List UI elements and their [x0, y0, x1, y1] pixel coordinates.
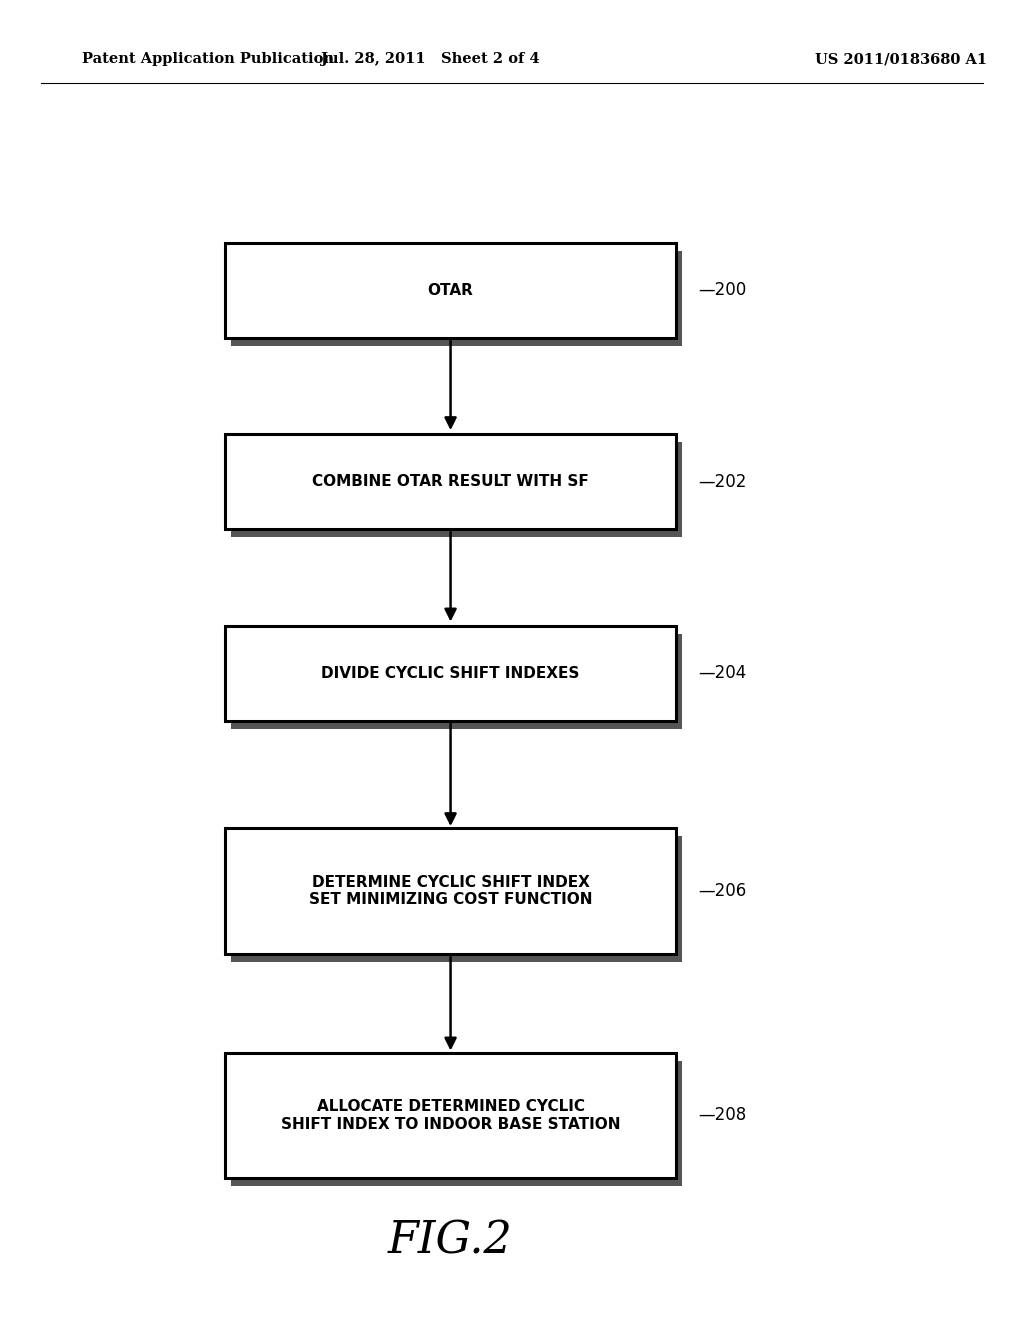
Text: ALLOCATE DETERMINED CYCLIC
SHIFT INDEX TO INDOOR BASE STATION: ALLOCATE DETERMINED CYCLIC SHIFT INDEX T… — [281, 1100, 621, 1131]
FancyBboxPatch shape — [231, 442, 682, 537]
Text: —204: —204 — [698, 664, 746, 682]
FancyBboxPatch shape — [225, 626, 676, 721]
Text: Patent Application Publication: Patent Application Publication — [82, 53, 334, 66]
Text: US 2011/0183680 A1: US 2011/0183680 A1 — [815, 53, 987, 66]
Text: —208: —208 — [698, 1106, 746, 1125]
FancyBboxPatch shape — [225, 243, 676, 338]
FancyBboxPatch shape — [231, 1061, 682, 1185]
FancyBboxPatch shape — [225, 829, 676, 953]
FancyBboxPatch shape — [231, 251, 682, 346]
FancyBboxPatch shape — [225, 1053, 676, 1177]
Text: —202: —202 — [698, 473, 746, 491]
Text: —200: —200 — [698, 281, 746, 300]
Text: COMBINE OTAR RESULT WITH SF: COMBINE OTAR RESULT WITH SF — [312, 474, 589, 490]
Text: FIG.2: FIG.2 — [388, 1220, 513, 1262]
FancyBboxPatch shape — [231, 634, 682, 729]
FancyBboxPatch shape — [231, 837, 682, 961]
Text: DIVIDE CYCLIC SHIFT INDEXES: DIVIDE CYCLIC SHIFT INDEXES — [322, 665, 580, 681]
Text: OTAR: OTAR — [428, 282, 473, 298]
Text: Jul. 28, 2011   Sheet 2 of 4: Jul. 28, 2011 Sheet 2 of 4 — [321, 53, 540, 66]
Text: DETERMINE CYCLIC SHIFT INDEX
SET MINIMIZING COST FUNCTION: DETERMINE CYCLIC SHIFT INDEX SET MINIMIZ… — [309, 875, 592, 907]
FancyBboxPatch shape — [225, 434, 676, 529]
Text: —206: —206 — [698, 882, 746, 900]
